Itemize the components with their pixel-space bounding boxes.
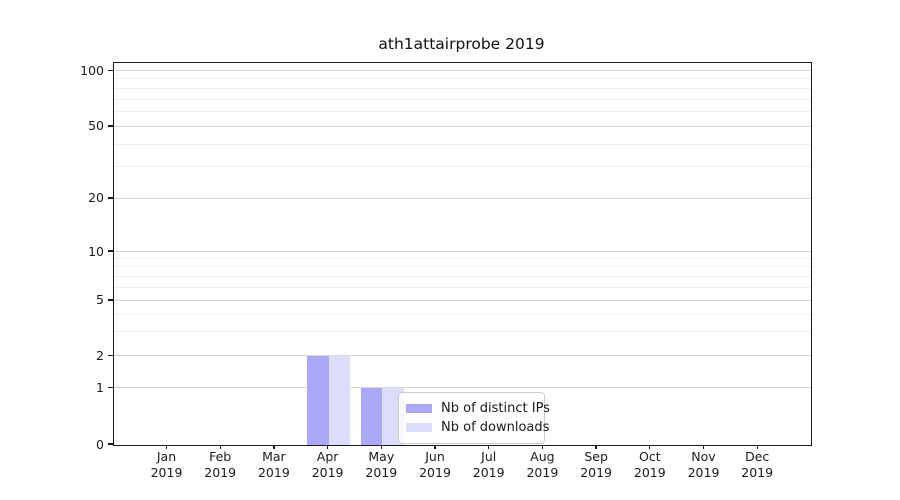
x-tick-label-may: May 2019: [365, 449, 398, 480]
gridline-minor: [114, 110, 811, 112]
bar-apr-downloads: [328, 356, 351, 445]
chart-title: ath1attairprobe 2019: [378, 35, 545, 53]
y-tick-mark: [108, 299, 113, 301]
gridline-minor: [114, 87, 811, 89]
x-tick-mark: [273, 445, 275, 449]
legend-swatch-downloads-icon: [406, 422, 432, 432]
gridline-minor: [114, 275, 811, 277]
x-tick-mark: [434, 445, 436, 449]
x-tick-mark: [595, 445, 597, 449]
x-tick-label-jun: Jun 2019: [419, 449, 451, 480]
x-tick-label-sep: Sep 2019: [580, 449, 612, 480]
y-tick-label-1: 1: [96, 379, 104, 395]
gridline-minor: [114, 266, 811, 267]
y-tick-label-5: 5: [96, 292, 104, 308]
gridline-minor: [114, 257, 811, 259]
x-tick-mark: [702, 445, 705, 449]
y-tick-mark: [108, 69, 113, 72]
bar-may-distinct-ips: [360, 388, 383, 445]
x-tick-label-apr: Apr 2019: [311, 449, 344, 480]
x-tick-mark: [165, 445, 168, 449]
x-tick-mark: [380, 445, 382, 449]
legend-item-downloads: Nb of downloads: [406, 418, 549, 436]
y-tick-label-0: 0: [96, 436, 104, 452]
gridline-y-10: [114, 251, 811, 253]
gridline-y-5: [114, 300, 811, 301]
gridline-minor: [114, 99, 811, 101]
gridline-minor: [114, 330, 811, 332]
y-tick-mark: [108, 443, 113, 445]
x-tick-label-aug: Aug 2019: [526, 449, 559, 480]
y-tick-mark: [108, 125, 113, 127]
x-tick-mark: [219, 445, 221, 449]
x-tick-mark: [488, 445, 490, 449]
x-tick-label-mar: Mar 2019: [257, 449, 290, 480]
gridline-y-2: [114, 355, 811, 357]
x-tick-mark: [541, 445, 544, 449]
bar-apr-distinct-ips: [307, 356, 329, 445]
y-tick-label-10: 10: [88, 243, 104, 259]
gridline-y-20: [114, 198, 811, 199]
gridline-minor: [114, 287, 811, 288]
y-tick-label-20: 20: [88, 190, 104, 206]
y-tick-mark: [108, 354, 113, 357]
x-tick-label-nov: Nov 2019: [687, 449, 720, 480]
x-tick-label-jan: Jan 2019: [150, 449, 183, 480]
legend-label-distinct-ips: Nb of distinct IPs: [441, 400, 550, 416]
legend-swatch-distinct-ips-icon: [406, 403, 432, 413]
gridline-minor: [114, 78, 811, 80]
x-tick-label-feb: Feb 2019: [204, 449, 237, 480]
y-tick-label-50: 50: [88, 118, 104, 134]
gridline-minor: [114, 144, 811, 146]
y-tick-label-2: 2: [96, 347, 104, 363]
plot-area: Nb of distinct IPs Nb of downloads: [113, 62, 812, 446]
y-tick-label-100: 100: [80, 62, 104, 78]
x-tick-mark: [649, 445, 651, 449]
legend-label-downloads: Nb of downloads: [441, 419, 550, 435]
legend: Nb of distinct IPs Nb of downloads: [398, 392, 550, 444]
gridline-y-100: [114, 70, 811, 72]
gridline-minor: [114, 165, 811, 167]
legend-item-distinct-ips: Nb of distinct IPs: [406, 399, 550, 417]
gridline-y-50: [114, 126, 811, 127]
y-tick-mark: [108, 197, 113, 199]
gridline-y-1: [114, 387, 811, 389]
x-tick-mark: [326, 445, 329, 449]
x-tick-label-jul: Jul 2019: [472, 449, 505, 480]
x-tick-label-oct: Oct 2019: [633, 449, 666, 480]
gridline-minor: [114, 314, 811, 316]
y-tick-mark: [108, 250, 113, 252]
x-tick-mark: [756, 445, 758, 449]
x-tick-label-dec: Dec 2019: [741, 449, 774, 480]
y-tick-mark: [108, 386, 113, 389]
